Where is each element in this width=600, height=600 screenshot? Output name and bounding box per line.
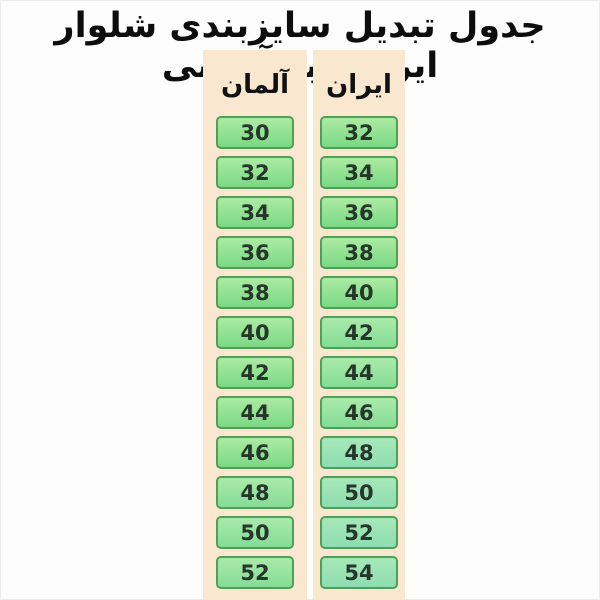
germany-size-cell: 30 — [216, 116, 294, 149]
germany-size-cell: 50 — [216, 516, 294, 549]
germany-size-cell: 44 — [216, 396, 294, 429]
iran-size-cell: 50 — [320, 476, 398, 509]
iran-size-cell: 48 — [320, 436, 398, 469]
iran-size-cell: 42 — [320, 316, 398, 349]
iran-size-cell: 46 — [320, 396, 398, 429]
germany-size-list: 30 32 34 36 38 40 42 44 46 48 50 52 — [216, 116, 294, 589]
germany-size-cell: 38 — [216, 276, 294, 309]
iran-size-cell: 34 — [320, 156, 398, 189]
iran-column: ایران 32 34 36 38 40 42 44 46 48 50 52 5… — [313, 50, 405, 600]
germany-size-cell: 40 — [216, 316, 294, 349]
iran-size-cell: 40 — [320, 276, 398, 309]
iran-size-cell: 38 — [320, 236, 398, 269]
iran-size-cell: 36 — [320, 196, 398, 229]
germany-size-cell: 36 — [216, 236, 294, 269]
iran-size-cell: 54 — [320, 556, 398, 589]
iran-column-header: ایران — [326, 70, 392, 100]
conversion-table: آلمان 30 32 34 36 38 40 42 44 46 48 50 5… — [4, 50, 600, 600]
germany-size-cell: 52 — [216, 556, 294, 589]
germany-column: آلمان 30 32 34 36 38 40 42 44 46 48 50 5… — [203, 50, 307, 600]
germany-size-cell: 46 — [216, 436, 294, 469]
iran-size-cell: 32 — [320, 116, 398, 149]
iran-size-list: 32 34 36 38 40 42 44 46 48 50 52 54 — [320, 116, 398, 589]
germany-size-cell: 34 — [216, 196, 294, 229]
germany-size-cell: 48 — [216, 476, 294, 509]
germany-size-cell: 32 — [216, 156, 294, 189]
germany-size-cell: 42 — [216, 356, 294, 389]
germany-column-header: آلمان — [220, 70, 290, 100]
iran-size-cell: 52 — [320, 516, 398, 549]
iran-size-cell: 44 — [320, 356, 398, 389]
